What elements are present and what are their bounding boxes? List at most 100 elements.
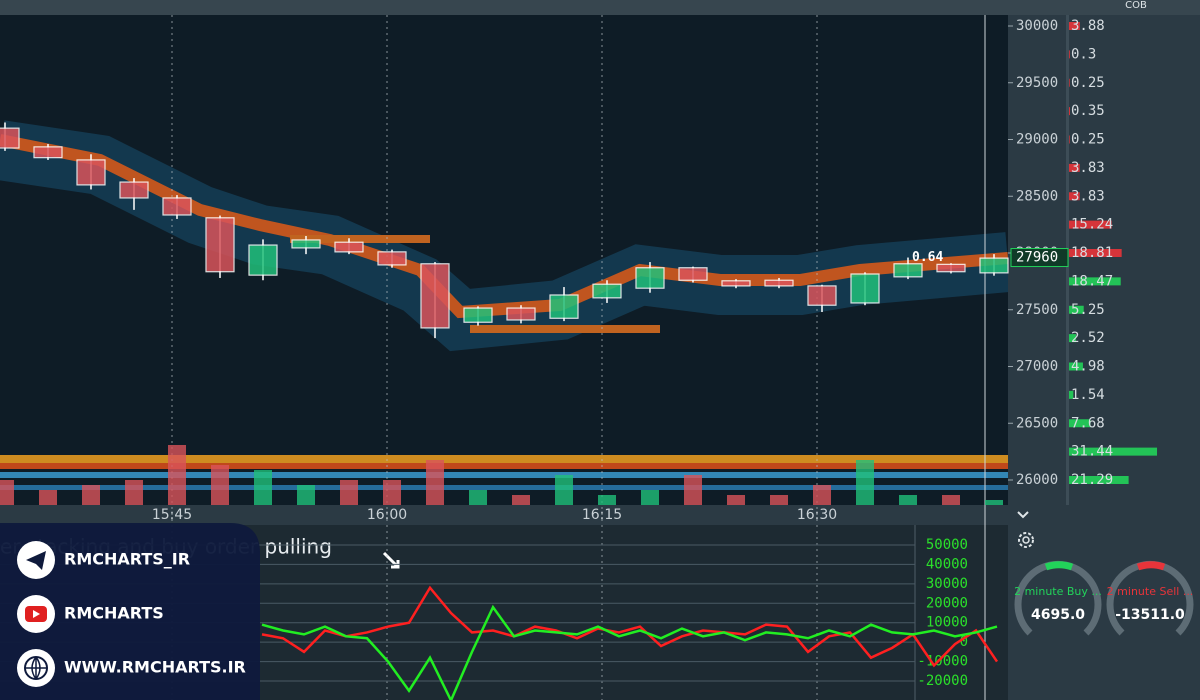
- candle-body: [205, 217, 235, 273]
- volume-bar: [383, 480, 401, 505]
- volume-bar: [82, 485, 100, 505]
- cob-bar: [1069, 22, 1080, 30]
- link-text[interactable]: RMCHARTS_IR: [64, 550, 190, 569]
- volume-bar: [684, 475, 702, 505]
- heatmap-band: [0, 463, 1008, 469]
- cob-value: 5.25: [1071, 302, 1105, 318]
- collapse-icon[interactable]: [1017, 511, 1029, 519]
- cob-bar: [1069, 78, 1070, 87]
- cob-value: 0.35: [1071, 103, 1105, 119]
- price-label: 27000: [1016, 359, 1058, 375]
- link-text[interactable]: WWW.RMCHARTS.IR: [64, 658, 246, 677]
- cob-value: 31.44: [1071, 444, 1113, 460]
- cob-bar: [1069, 334, 1077, 343]
- gauge-label: 2 minute Buy ...: [1014, 585, 1102, 598]
- cob-bar: [1069, 192, 1080, 201]
- candle-body: [334, 241, 364, 253]
- volume-bar: [0, 480, 14, 505]
- gauge-label: 2 minute Sell ...: [1107, 585, 1194, 598]
- time-label: 15:45: [152, 507, 192, 523]
- time-label: 16:00: [367, 507, 407, 523]
- oscillator-line: [261, 585, 999, 668]
- cob-value: 0.25: [1071, 75, 1105, 91]
- volume-bar: [512, 495, 530, 505]
- time-label: 16:30: [797, 507, 837, 523]
- heatmap-liquidity: [290, 235, 430, 243]
- cob-value: 15.24: [1071, 217, 1113, 233]
- candle-body: [678, 267, 708, 281]
- candle-body: [936, 263, 966, 273]
- settings-icon[interactable]: [1018, 532, 1034, 548]
- volume-bar: [39, 490, 57, 505]
- candle-body: [33, 146, 63, 159]
- candle-body: [549, 294, 579, 319]
- candle-body: [248, 244, 278, 276]
- volume-bar: [168, 445, 186, 505]
- volume-bar: [641, 490, 659, 505]
- volume-bar: [555, 475, 573, 505]
- volume-bar: [942, 495, 960, 505]
- cob-value: 4.98: [1071, 359, 1105, 375]
- gear[interactable]: [1022, 536, 1030, 544]
- gear[interactable]: [1018, 532, 1034, 548]
- volume-bar: [813, 485, 831, 505]
- cob-bar: [1069, 419, 1091, 428]
- oscillator-label: -20000: [917, 673, 968, 689]
- time-label: 16:15: [582, 507, 622, 523]
- heatmap-liquidity: [470, 325, 660, 333]
- cob-bar: [1069, 390, 1074, 399]
- volume-bar: [297, 485, 315, 505]
- cob-bar: [1069, 50, 1070, 59]
- oscillator-label: 20000: [926, 595, 968, 611]
- cob-bar: [1069, 107, 1070, 116]
- cob-value: 18.81: [1071, 245, 1113, 261]
- oscillator-label: 40000: [926, 556, 968, 572]
- price-label: 29500: [1016, 75, 1058, 91]
- heatmap-area: [0, 15, 1008, 505]
- volume-bar: [985, 500, 1003, 505]
- current-price: 27960: [1016, 250, 1058, 266]
- cob-bar: [1069, 476, 1129, 484]
- candle-body: [119, 181, 149, 199]
- cob-bar: [1069, 135, 1070, 144]
- cob-value: 3.83: [1071, 188, 1105, 204]
- price-label: 26500: [1016, 415, 1058, 431]
- cob-value: 1.54: [1071, 387, 1105, 403]
- cob-value: 7.68: [1071, 415, 1105, 431]
- price-label: 28500: [1016, 188, 1058, 204]
- oscillator-axis: [915, 525, 1008, 700]
- globe-lines: [25, 656, 47, 680]
- heatmap-band: [0, 485, 1008, 490]
- cob-value: 3.83: [1071, 160, 1105, 176]
- marker-label: 0.64: [912, 250, 943, 265]
- heatmap-liquidity: [0, 134, 1009, 319]
- gauge-value: -13511.0: [1115, 607, 1185, 623]
- candle-body: [463, 307, 493, 323]
- current-price-box: [1010, 248, 1069, 268]
- top-bar: [0, 0, 1200, 15]
- price-label: 27500: [1016, 302, 1058, 318]
- candle-body: [850, 273, 880, 304]
- youtube-play: [33, 610, 40, 618]
- candle-body: [764, 279, 794, 287]
- telegram-glyph: [26, 551, 46, 570]
- gauge-arc: [1044, 561, 1074, 571]
- candle-body: [76, 159, 106, 186]
- oscillator-label: 0: [960, 634, 968, 650]
- gauge-value: 4695.0: [1031, 607, 1085, 623]
- candle-body: [893, 263, 923, 278]
- candle-body: [592, 283, 622, 299]
- cob-bar: [1069, 305, 1084, 314]
- cob-bar: [1069, 447, 1158, 456]
- gauge-arc: [1136, 561, 1166, 571]
- cob-value: 2.52: [1071, 330, 1105, 346]
- oscillator-label: 10000: [926, 615, 968, 631]
- social-overlay: RMCHARTS_IR RMCHARTS WWW.RMCHARTS.IR: [0, 523, 260, 700]
- link-text[interactable]: RMCHARTS: [64, 604, 164, 623]
- volume-bar: [727, 495, 745, 505]
- candle-body: [979, 257, 1009, 274]
- heatmap-band: [0, 455, 1008, 463]
- cob-value: 21.29: [1071, 472, 1113, 488]
- chart-layer: 3000029500290002850028000275002700026500…: [0, 15, 1194, 700]
